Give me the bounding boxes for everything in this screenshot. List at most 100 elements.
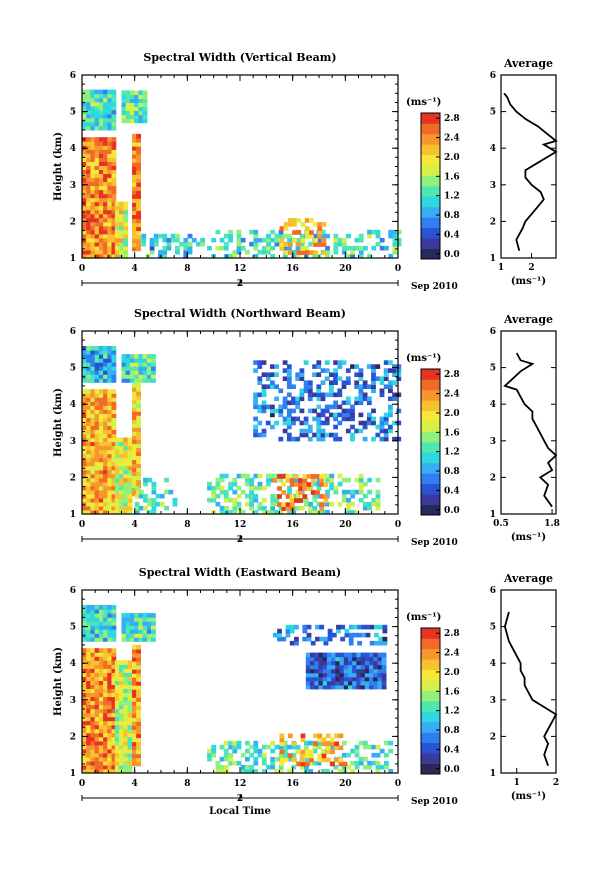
heatmap-cell (103, 700, 108, 706)
heatmap-cell (86, 370, 91, 375)
heatmap-cell (119, 249, 124, 255)
heatmap-cell (98, 237, 104, 243)
heatmap-cell (119, 700, 124, 706)
heatmap-cell (388, 404, 393, 410)
heatmap-cell (274, 364, 279, 369)
heatmap-cell (253, 396, 258, 402)
heatmap-cell (98, 233, 104, 239)
heatmap-cell (134, 501, 140, 507)
heatmap-cell (103, 493, 108, 499)
heatmap-cell (132, 133, 137, 139)
heatmap-cell (335, 668, 341, 674)
heatmap-cell (90, 217, 96, 223)
heatmap-cell (151, 497, 157, 503)
heatmap-cell (114, 469, 120, 475)
heatmap-cell (149, 249, 155, 255)
heatmap-cell (270, 384, 275, 389)
y-tick-label: 4 (70, 144, 76, 154)
heatmap-cell (341, 412, 347, 418)
heatmap-cell (94, 625, 100, 630)
heatmap-cell (111, 445, 117, 451)
heatmap-cell (207, 756, 212, 762)
heatmap-cell (325, 741, 331, 747)
heatmap-cell (151, 629, 156, 634)
heatmap-cell (86, 688, 91, 694)
heatmap-cell (274, 501, 280, 507)
heatmap-cell (278, 764, 284, 770)
heatmap-cell (339, 672, 345, 678)
heatmap-cell (277, 486, 282, 491)
heatmap-cell (127, 485, 133, 491)
heatmap-cell (86, 117, 91, 123)
heatmap-cell (136, 455, 141, 460)
colorbar-tick-label: 0.0 (444, 250, 460, 260)
heatmap-cell (119, 489, 124, 495)
heatmap-cell (313, 741, 318, 747)
heatmap-cell (354, 748, 360, 754)
heatmap-cell (121, 90, 127, 95)
heatmap-cell (358, 481, 364, 487)
heatmap-cell (114, 453, 120, 459)
heatmap-cell (249, 229, 254, 235)
heatmap-cell (358, 388, 364, 394)
heatmap-cell (103, 417, 108, 422)
heatmap-cell (94, 720, 100, 726)
heatmap-cell (318, 664, 324, 670)
heatmap-cell (90, 362, 96, 367)
heatmap-cell (352, 684, 357, 690)
heatmap-cell (94, 676, 100, 681)
heatmap-cell (125, 374, 131, 379)
heatmap-cell (132, 206, 137, 211)
heatmap-cell (94, 756, 100, 762)
heatmap-cell (136, 158, 141, 163)
heatmap-cell (334, 741, 340, 747)
heatmap-cell (136, 150, 141, 155)
heatmap-cell (294, 624, 299, 630)
heatmap-cell (352, 656, 357, 662)
heatmap-cell (123, 225, 129, 231)
heatmap-cell (374, 624, 379, 630)
heatmap-cell (103, 177, 108, 183)
heatmap-cell (103, 712, 108, 718)
heatmap-cell (304, 254, 309, 259)
heatmap-cell (136, 661, 141, 666)
heatmap-cell (172, 501, 178, 507)
heatmap-cell (129, 617, 135, 622)
heatmap-cell (86, 254, 91, 259)
heatmap-cell (151, 481, 157, 487)
heatmap-cell (82, 193, 87, 199)
heatmap-cell (361, 624, 367, 630)
heatmap-cell (86, 664, 91, 669)
heatmap-cell (377, 656, 383, 662)
heatmap-cell (287, 744, 292, 750)
heatmap-cell (121, 625, 127, 630)
heatmap-cell (123, 668, 129, 673)
heatmap-cell (142, 94, 148, 99)
heatmap-cell (114, 241, 120, 247)
heatmap-cell (86, 93, 91, 99)
heatmap-cell (211, 744, 217, 750)
heatmap-cell (278, 229, 284, 235)
heatmap-cell (158, 249, 163, 255)
heatmap-cell (257, 505, 263, 511)
heatmap-cell (123, 688, 129, 694)
heatmap-cell (286, 400, 292, 406)
heatmap-cell (282, 428, 288, 434)
heatmap-cell (114, 229, 120, 235)
heatmap-cell (379, 416, 385, 422)
heatmap-cell (98, 161, 104, 166)
heatmap-cell (111, 684, 117, 689)
heatmap-cell (308, 769, 313, 774)
heatmap-cell (90, 429, 96, 435)
heatmap-cell (219, 510, 225, 515)
heatmap-cell (261, 756, 267, 762)
heatmap-cell (107, 201, 113, 207)
heatmap-cell (86, 421, 91, 426)
heatmap-cell (127, 501, 133, 507)
heatmap-cell (132, 657, 137, 662)
heatmap-cell (82, 613, 87, 618)
heatmap-cell (261, 388, 267, 394)
heatmap-cell (373, 684, 378, 690)
heatmap-cell (274, 233, 280, 239)
heatmap-cell (107, 477, 113, 483)
